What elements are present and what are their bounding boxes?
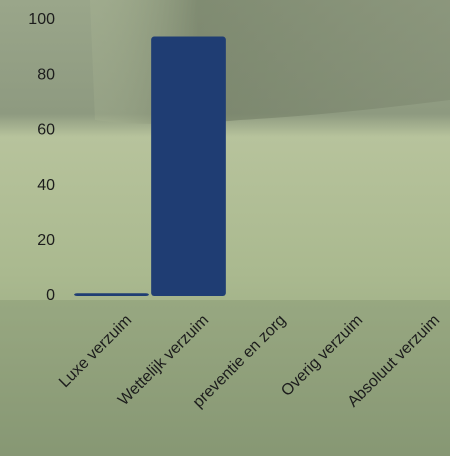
background-ground (0, 300, 450, 456)
y-tick-label: 80 (37, 66, 55, 83)
y-tick-label: 100 (28, 11, 55, 28)
y-tick-label: 0 (46, 287, 55, 304)
y-tick-label: 60 (37, 122, 55, 139)
y-tick-label: 20 (37, 232, 55, 249)
y-tick-label: 40 (37, 177, 55, 194)
background-hedge (90, 0, 450, 124)
bar (151, 36, 226, 297)
bar (74, 293, 149, 296)
